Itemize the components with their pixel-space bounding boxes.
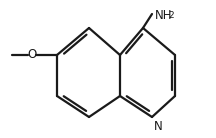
- Text: NH: NH: [155, 9, 173, 22]
- Text: O: O: [27, 48, 37, 62]
- Text: N: N: [154, 120, 163, 133]
- Text: 2: 2: [168, 11, 174, 21]
